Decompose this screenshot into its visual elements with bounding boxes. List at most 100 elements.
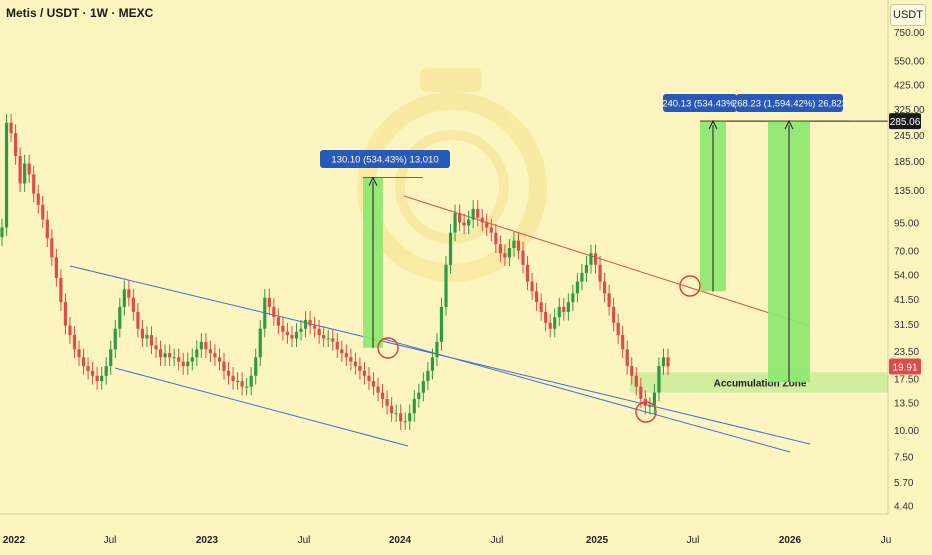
candle-body xyxy=(204,341,208,350)
candle-body xyxy=(380,392,385,399)
candle-body xyxy=(607,293,611,307)
candle-body xyxy=(163,353,167,358)
candle xyxy=(512,231,516,257)
candle-body xyxy=(580,272,584,282)
candle-body xyxy=(18,156,22,184)
candle-body xyxy=(118,306,122,329)
currency-scale-button[interactable]: USDT xyxy=(890,4,926,26)
x-tick-label: Ju xyxy=(881,535,892,546)
candle xyxy=(9,113,13,142)
candle-body xyxy=(539,302,543,312)
highlight-circle xyxy=(377,337,399,359)
candle xyxy=(525,256,530,291)
candle xyxy=(23,154,27,193)
x-tick-label: Jul xyxy=(104,535,117,546)
y-tick-label: 7.50 xyxy=(894,453,914,464)
candle xyxy=(575,272,579,303)
candle-body xyxy=(548,322,552,329)
y-tick-label: 135.00 xyxy=(894,186,925,197)
candle-body xyxy=(553,317,557,329)
candle-body xyxy=(290,335,294,339)
candle-body xyxy=(190,357,194,362)
candle-body xyxy=(485,222,489,228)
candle-body xyxy=(394,413,398,415)
candle xyxy=(498,235,502,262)
candle xyxy=(421,372,425,402)
candle xyxy=(648,397,652,415)
candle xyxy=(444,256,448,316)
candle xyxy=(59,269,63,311)
candle-body xyxy=(457,213,462,223)
candle xyxy=(426,362,430,390)
candle-body xyxy=(140,328,145,339)
candle xyxy=(131,288,135,321)
candle-body xyxy=(127,289,131,298)
candle xyxy=(249,367,253,396)
candle xyxy=(245,377,249,396)
candle-body xyxy=(621,335,625,350)
x-tick-label: Jul xyxy=(687,535,700,546)
candle xyxy=(118,298,122,338)
candle-body xyxy=(612,306,616,323)
candle xyxy=(557,298,561,326)
candle-body xyxy=(489,227,493,233)
candle xyxy=(72,326,77,358)
candle-body xyxy=(222,361,226,371)
candle-body xyxy=(41,204,45,220)
candle xyxy=(63,293,68,335)
y-tick-label: 23.50 xyxy=(894,347,919,358)
candle xyxy=(666,348,670,376)
channel-lower-line-2 xyxy=(379,337,791,453)
candle xyxy=(199,333,203,358)
candle-body xyxy=(521,250,525,265)
candle-body xyxy=(462,222,466,226)
x-tick-label: 2024 xyxy=(389,535,412,546)
candle-body xyxy=(575,281,579,294)
candle-body xyxy=(562,306,566,312)
candle xyxy=(50,229,54,267)
x-tick-label: 2025 xyxy=(586,535,609,546)
candle xyxy=(340,340,344,362)
candle-body xyxy=(535,291,539,303)
y-tick-label: 750.00 xyxy=(894,28,925,39)
candle xyxy=(403,412,407,430)
y-tick-label: 31.50 xyxy=(894,320,919,331)
candle-body xyxy=(45,219,49,239)
candle xyxy=(95,367,99,390)
candle-body xyxy=(122,289,126,307)
candle xyxy=(113,319,117,358)
x-tick-label: 2026 xyxy=(779,535,802,546)
candle xyxy=(625,340,629,375)
candle xyxy=(281,316,285,341)
candle-body xyxy=(598,264,602,282)
candle xyxy=(299,319,303,341)
candle xyxy=(136,303,140,338)
candle-body xyxy=(263,297,267,329)
candle-body xyxy=(439,306,444,342)
candle xyxy=(32,165,36,203)
candle-body xyxy=(421,381,425,393)
candle-body xyxy=(557,306,561,318)
candle-body xyxy=(593,253,598,265)
candle xyxy=(344,344,348,366)
x-tick-label: 2023 xyxy=(196,535,219,546)
candle-body xyxy=(630,366,634,376)
y-tick-label: 17.50 xyxy=(894,374,919,385)
candle-body xyxy=(516,240,521,251)
candle xyxy=(272,298,276,326)
candle-body xyxy=(158,349,163,358)
candle xyxy=(317,319,321,344)
candle-body xyxy=(254,357,258,376)
candle xyxy=(485,213,489,237)
candle xyxy=(480,208,484,232)
candle-body xyxy=(367,375,371,382)
candle-body xyxy=(335,341,339,350)
candle-body xyxy=(136,311,140,329)
candle xyxy=(149,326,154,355)
candle xyxy=(430,348,435,380)
candle xyxy=(462,213,466,235)
candle xyxy=(276,308,280,335)
highlight-circle xyxy=(679,275,701,297)
candle xyxy=(657,357,661,402)
